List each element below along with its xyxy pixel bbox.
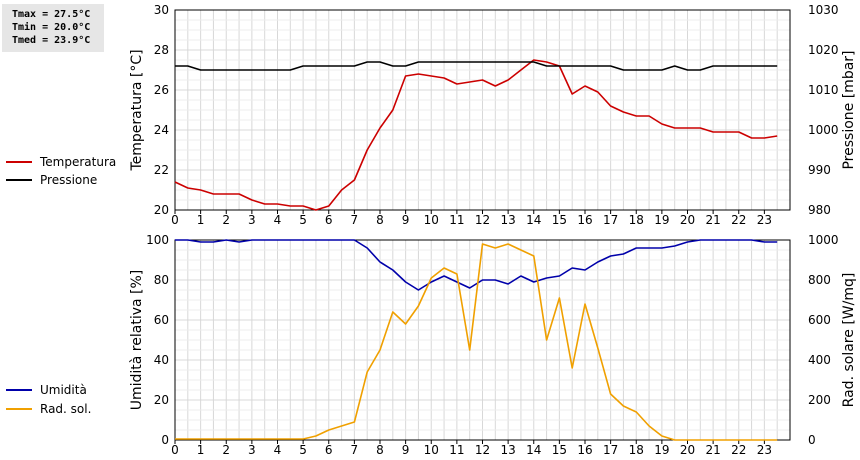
- top-x-tick-label: 1: [197, 213, 205, 227]
- bottom-x-tick-label: 10: [424, 443, 439, 457]
- bottom-x-tick-label: 8: [376, 443, 384, 457]
- bottom-x-tick-label: 15: [552, 443, 567, 457]
- legend-swatch-pressione: [6, 179, 32, 181]
- bottom-x-tick-label: 21: [705, 443, 720, 457]
- top-x-tick-label: 3: [248, 213, 256, 227]
- top-x-tick-label: 2: [222, 213, 230, 227]
- top-x-tick-label: 9: [402, 213, 410, 227]
- top-y2-tick-label: 990: [808, 163, 831, 177]
- series-line-temperatura: [174, 59, 778, 211]
- bottom-y-tick-label: 60: [154, 313, 169, 327]
- top-x-tick-label: 0: [171, 213, 179, 227]
- bottom-y-tick-label: 20: [154, 393, 169, 407]
- bottom-y-tick-label: 100: [146, 233, 169, 247]
- bottom-x-tick-label: 23: [757, 443, 772, 457]
- top-x-tick-label: 15: [552, 213, 567, 227]
- top-x-tick-label: 23: [757, 213, 772, 227]
- bottom-y2-axis-title: Rad. solare [W/mq]: [841, 273, 857, 408]
- top-y2-tick-label: 980: [808, 203, 831, 217]
- bottom-y-tick-label: 0: [161, 433, 169, 447]
- bottom-x-tick-label: 5: [299, 443, 307, 457]
- legend-swatch-temperatura: [6, 161, 32, 163]
- legend-umidita: Umidità: [6, 383, 87, 397]
- legend-temperatura: Temperatura: [6, 155, 116, 169]
- bottom-x-tick-label: 19: [654, 443, 669, 457]
- bottom-x-tick-label: 17: [603, 443, 618, 457]
- top-y-tick-label: 30: [154, 3, 169, 17]
- bottom-x-tick-label: 4: [274, 443, 282, 457]
- bottom-y2-tick-label: 800: [808, 273, 831, 287]
- top-x-tick-label: 5: [299, 213, 307, 227]
- top-y2-tick-label: 1000: [808, 123, 839, 137]
- top-x-tick-label: 18: [629, 213, 644, 227]
- top-x-tick-label: 17: [603, 213, 618, 227]
- top-x-tick-label: 13: [500, 213, 515, 227]
- top-y2-axis-title: Pressione [mbar]: [841, 50, 857, 169]
- bottom-y2-tick-label: 400: [808, 353, 831, 367]
- bottom-x-tick-label: 7: [351, 443, 359, 457]
- bottom-x-tick-label: 0: [171, 443, 179, 457]
- top-y-tick-label: 20: [154, 203, 169, 217]
- top-x-tick-label: 14: [526, 213, 541, 227]
- bottom-y2-tick-label: 600: [808, 313, 831, 327]
- bottom-y2-tick-label: 1000: [808, 233, 839, 247]
- legend-swatch-rad-sol: [6, 408, 32, 410]
- legend-rad-sol: Rad. sol.: [6, 402, 91, 416]
- top-y2-tick-label: 1030: [808, 3, 839, 17]
- top-x-tick-label: 6: [325, 213, 333, 227]
- top-x-tick-label: 19: [654, 213, 669, 227]
- top-y-tick-label: 24: [154, 123, 169, 137]
- legend-label-umidita: Umidità: [40, 383, 87, 397]
- bottom-x-tick-label: 9: [402, 443, 410, 457]
- stats-box: Tmax = 27.5°C Tmin = 20.0°C Tmed = 23.9°…: [2, 4, 104, 52]
- bottom-x-tick-label: 11: [449, 443, 464, 457]
- top-x-tick-label: 21: [705, 213, 720, 227]
- bottom-x-tick-label: 20: [680, 443, 695, 457]
- top-x-tick-label: 4: [274, 213, 282, 227]
- legend-swatch-umidita: [6, 389, 32, 391]
- bottom-x-tick-label: 3: [248, 443, 256, 457]
- top-y-tick-label: 22: [154, 163, 169, 177]
- legend-label-pressione: Pressione: [40, 173, 98, 187]
- top-y2-tick-label: 1010: [808, 83, 839, 97]
- bottom-y-axis-title: Umidità relativa [%]: [129, 270, 145, 411]
- bottom-x-tick-label: 12: [475, 443, 490, 457]
- bottom-y2-tick-label: 0: [808, 433, 816, 447]
- bottom-x-tick-label: 13: [500, 443, 515, 457]
- top-x-tick-label: 10: [424, 213, 439, 227]
- top-x-tick-label: 11: [449, 213, 464, 227]
- legend-label-temperatura: Temperatura: [40, 155, 117, 169]
- tmed-text: Tmed = 23.9°C: [12, 35, 91, 46]
- top-x-tick-label: 12: [475, 213, 490, 227]
- top-x-tick-label: 16: [577, 213, 592, 227]
- bottom-x-tick-label: 14: [526, 443, 541, 457]
- legend-pressione: Pressione: [6, 173, 97, 187]
- series-line-rad-sol: [175, 243, 778, 441]
- series-line-umidit: [175, 239, 778, 291]
- tmax-text: Tmax = 27.5°C: [12, 9, 91, 20]
- bottom-x-tick-label: 22: [731, 443, 746, 457]
- top-x-tick-label: 20: [680, 213, 695, 227]
- top-y2-tick-label: 1020: [808, 43, 839, 57]
- tmin-text: Tmin = 20.0°C: [12, 22, 91, 33]
- legend-label-rad-sol: Rad. sol.: [40, 402, 92, 416]
- bottom-x-tick-label: 2: [222, 443, 230, 457]
- series-line-pressione: [175, 61, 778, 71]
- top-y-axis-title: Temperatura [°C]: [129, 49, 145, 171]
- top-x-tick-label: 22: [731, 213, 746, 227]
- bottom-x-tick-label: 6: [325, 443, 333, 457]
- top-y-tick-label: 26: [154, 83, 169, 97]
- bottom-x-tick-label: 18: [629, 443, 644, 457]
- bottom-x-tick-label: 16: [577, 443, 592, 457]
- bottom-y2-tick-label: 200: [808, 393, 831, 407]
- top-x-tick-label: 8: [376, 213, 384, 227]
- top-x-tick-label: 7: [351, 213, 359, 227]
- bottom-y-tick-label: 40: [154, 353, 169, 367]
- bottom-y-tick-label: 80: [154, 273, 169, 287]
- top-y-tick-label: 28: [154, 43, 169, 57]
- bottom-x-tick-label: 1: [197, 443, 205, 457]
